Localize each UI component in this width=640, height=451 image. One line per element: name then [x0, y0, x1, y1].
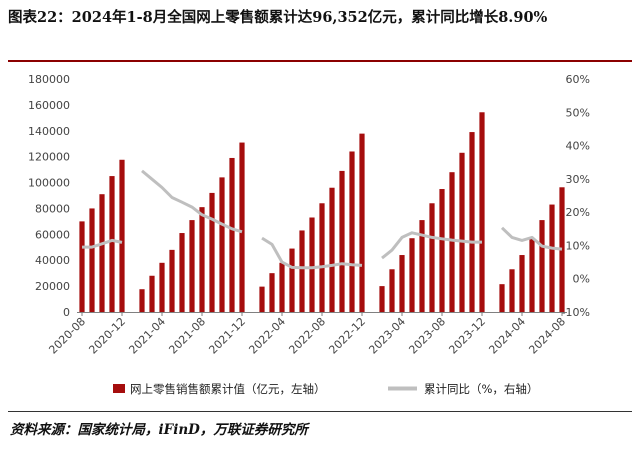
bar: [349, 151, 355, 312]
bar: [419, 220, 425, 312]
chart-title: 图表22：2024年1-8月全国网上零售额累计达96,352亿元，累计同比增长8…: [8, 9, 548, 26]
bar: [339, 170, 345, 312]
left-axis-tick-label: 80000: [35, 202, 70, 215]
source-note: 资料来源：国家统计局，iFinD，万联证券研究所: [10, 422, 308, 438]
x-axis-tick-label: 2023-12: [446, 315, 488, 357]
bar: [549, 204, 555, 312]
bar: [169, 249, 175, 312]
bar: [229, 157, 235, 312]
left-axis-tick-label: 180000: [28, 73, 70, 86]
bar: [259, 286, 265, 312]
bar: [439, 189, 445, 312]
line-series: [82, 169, 563, 270]
bar: [429, 203, 435, 312]
legend-line-label: 累计同比（%，右轴）: [424, 382, 538, 396]
bar: [179, 233, 185, 312]
bar: [469, 132, 475, 312]
bar: [289, 248, 295, 312]
right-axis-tick-label: 0%: [573, 273, 590, 286]
bar: [139, 289, 145, 312]
bar: [309, 217, 315, 312]
legend-bar-swatch: [113, 384, 125, 393]
x-axis-tick-label: 2022-04: [246, 315, 288, 357]
x-axis-tick-label: 2023-08: [406, 315, 448, 357]
yoy-line-segment: [381, 231, 482, 260]
bar: [159, 262, 165, 312]
left-axis-tick-label: 140000: [28, 125, 70, 138]
right-axis-tick-label: 30%: [566, 173, 590, 186]
x-axis-tick-label: 2024-04: [486, 315, 528, 357]
bar: [399, 255, 405, 312]
yoy-line-segment: [141, 169, 243, 234]
left-axis-tick-label: 120000: [28, 151, 70, 164]
bar: [459, 152, 465, 312]
bar: [269, 273, 275, 312]
bar: [479, 112, 485, 313]
title-rule: [8, 60, 632, 62]
bar: [559, 187, 565, 312]
yoy-line-segment: [261, 236, 363, 270]
chart-legend: 网上零售销售额累计值（亿元，左轴） 累计同比（%，右轴）: [113, 382, 538, 396]
bar: [409, 238, 415, 312]
bar: [89, 208, 95, 312]
left-axis-tick-label: 100000: [28, 177, 70, 190]
right-axis-tick-label: 60%: [566, 73, 590, 86]
x-axis-tick-label: 2020-12: [86, 315, 128, 357]
left-axis-tick-label: 0: [63, 306, 70, 319]
bar: [109, 176, 115, 312]
left-axis-tick-label: 40000: [35, 254, 70, 267]
bar: [189, 220, 195, 312]
left-axis-tick-label: 60000: [35, 228, 70, 241]
right-axis-tick-label: 50%: [566, 106, 590, 119]
right-axis-tick-label: 10%: [566, 239, 590, 252]
yoy-line-segment: [500, 226, 563, 251]
bar-series: [79, 112, 565, 313]
bar: [219, 177, 225, 312]
bar: [499, 284, 505, 312]
x-axis-tick-label: 2021-12: [206, 315, 248, 357]
bar: [539, 220, 545, 312]
bar: [99, 194, 105, 312]
bar: [329, 187, 335, 312]
x-axis-tick-label: 2021-04: [126, 315, 168, 357]
bar: [319, 203, 325, 312]
left-axis-tick-label: 20000: [35, 280, 70, 293]
x-axis-tick-label: 2022-08: [286, 315, 328, 357]
x-axis-tick-label: 2023-04: [366, 315, 408, 357]
bar: [299, 230, 305, 312]
bar: [239, 142, 245, 312]
bar: [389, 269, 395, 312]
bar: [79, 221, 85, 312]
bar: [519, 255, 525, 312]
bar: [199, 207, 205, 312]
right-axis-tick-label: 40%: [566, 140, 590, 153]
right-axis-tick-label: -10%: [562, 306, 590, 319]
bar: [119, 159, 125, 312]
x-axis-tick-label: 2021-08: [166, 315, 208, 357]
bar: [509, 269, 515, 312]
bar: [379, 286, 385, 312]
legend-bar-label: 网上零售销售额累计值（亿元，左轴）: [130, 382, 326, 396]
x-axis-tick-label: 2022-12: [326, 315, 368, 357]
bar: [279, 262, 285, 312]
bar: [529, 238, 535, 312]
right-axis-tick-label: 20%: [566, 206, 590, 219]
bar: [359, 133, 365, 312]
left-axis-tick-label: 160000: [28, 99, 70, 112]
x-axis-tick-label: 2020-08: [46, 315, 88, 357]
x-axis-tick-label: 2024-08: [526, 315, 568, 357]
bar: [449, 172, 455, 312]
source-rule: [8, 411, 632, 412]
bar: [209, 192, 215, 312]
yoy-line-segment: [82, 238, 123, 249]
bar: [149, 275, 155, 312]
